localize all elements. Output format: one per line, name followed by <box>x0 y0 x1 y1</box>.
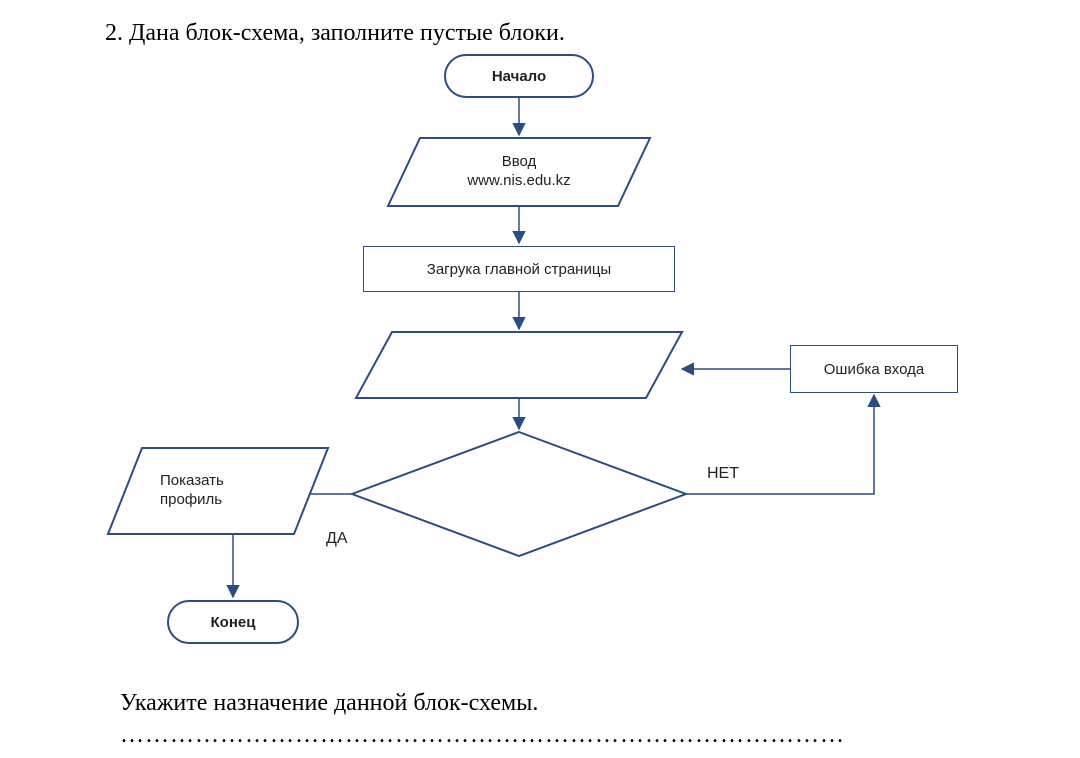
flowchart-canvas: 2. Дана блок-схема, заполните пустые бло… <box>0 0 1080 758</box>
node-empty-io <box>356 332 682 398</box>
node-input-io: Вводwww.nis.edu.kz <box>388 138 650 206</box>
task-instruction: Укажите назначение данной блок-схемы. <box>120 690 538 717</box>
node-show-profile-io: Показатьпрофиль <box>108 448 328 534</box>
answer-dotline: …………………………………………………………………………… <box>120 722 845 749</box>
node-input-label: Вводwww.nis.edu.kz <box>388 138 650 206</box>
node-start-label: Начало <box>492 68 546 85</box>
node-empty-io-label <box>356 332 682 398</box>
node-error-label: Ошибка входа <box>824 361 924 378</box>
node-show-profile-label: Показатьпрофиль <box>108 448 328 534</box>
node-load-page-label: Загрука главной страницы <box>427 261 611 278</box>
task-heading: 2. Дана блок-схема, заполните пустые бло… <box>105 20 565 47</box>
node-load-page-process: Загрука главной страницы <box>363 246 675 292</box>
node-decision <box>352 432 686 556</box>
edge-label-no: НЕТ <box>707 465 739 483</box>
node-end-label: Конец <box>211 614 256 631</box>
node-error-process: Ошибка входа <box>790 345 958 393</box>
node-start-terminator: Начало <box>444 54 594 98</box>
edge-label-yes: ДА <box>326 530 348 548</box>
node-end-terminator: Конец <box>167 600 299 644</box>
